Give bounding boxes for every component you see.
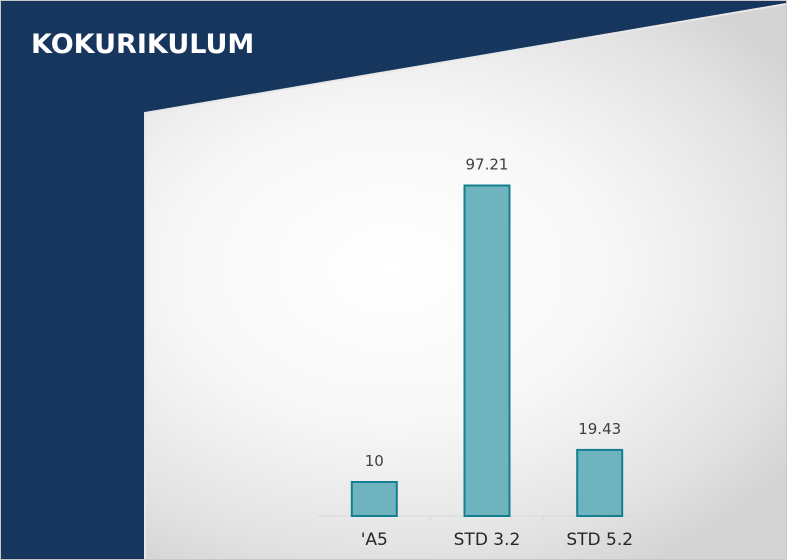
data-label-1: 97.21 — [466, 156, 509, 174]
data-label-0: 10 — [365, 452, 384, 470]
banner-edge — [144, 3, 786, 559]
chart-title: KOKURIKULUM — [31, 29, 254, 60]
bars — [350, 184, 624, 517]
data-label-2: 19.43 — [578, 420, 621, 438]
bar-2 — [576, 448, 624, 517]
category-label-2: STD 5.2 — [566, 530, 633, 550]
bar-0 — [350, 481, 398, 517]
category-label-0: 'A5 — [361, 530, 388, 550]
category-ticks: 'A5 STD 3.2 STD 5.2 — [361, 516, 633, 550]
category-label-1: STD 3.2 — [454, 530, 521, 550]
bar-1 — [463, 184, 511, 517]
data-labels: 10 97.21 19.43 — [365, 156, 621, 471]
